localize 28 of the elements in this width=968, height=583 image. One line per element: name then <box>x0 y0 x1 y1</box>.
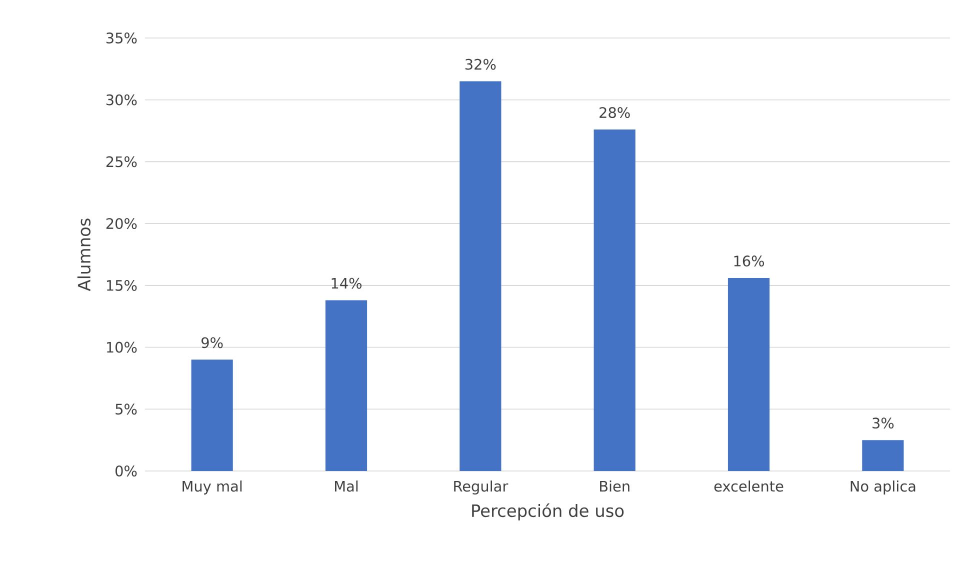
x-tick-label: Regular <box>454 480 508 494</box>
y-axis-title: Alumnos <box>77 218 91 292</box>
y-tick-label: 30% <box>106 94 137 106</box>
bar <box>728 278 770 471</box>
x-tick-label: excelente <box>714 480 784 492</box>
data-label: 9% <box>202 337 223 348</box>
bar <box>191 360 233 471</box>
bar <box>862 440 904 471</box>
y-tick-label: 10% <box>106 342 137 353</box>
data-label: 14% <box>332 278 362 289</box>
y-tick-label: 35% <box>106 32 137 44</box>
x-tick-label: No aplica <box>850 480 916 494</box>
y-tick-label: 25% <box>106 156 137 168</box>
x-tick-label: Mal <box>335 480 358 492</box>
data-label: 28% <box>600 107 630 118</box>
y-tick-label: 0% <box>116 466 137 476</box>
bar <box>460 81 502 471</box>
bar <box>594 130 636 471</box>
y-tick-label: 5% <box>116 404 137 415</box>
y-tick-label: 20% <box>106 218 137 230</box>
x-axis-title: Percepción de uso <box>472 503 624 520</box>
x-tick-label: Muy mal <box>182 480 242 494</box>
data-label: 16% <box>734 256 764 266</box>
bar <box>325 300 368 471</box>
data-label: 3% <box>872 418 894 429</box>
y-tick-label: 15% <box>106 280 137 291</box>
data-label: 32% <box>465 58 496 70</box>
x-tick-label: Bien <box>600 480 630 492</box>
